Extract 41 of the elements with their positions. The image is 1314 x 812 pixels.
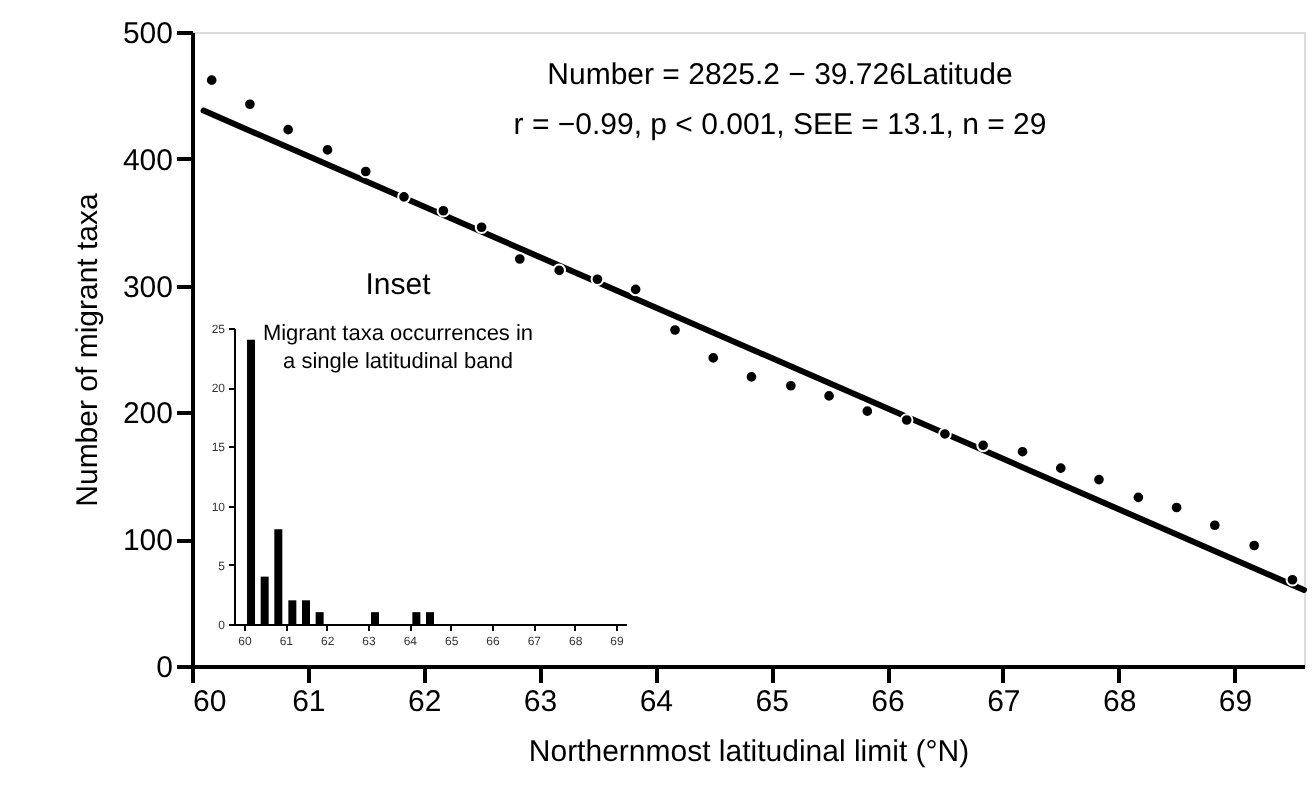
point <box>552 263 567 278</box>
y-tick-label: 300 <box>122 270 173 305</box>
x-tick-label: 64 <box>639 685 674 719</box>
y-tick-label: 500 <box>122 17 173 51</box>
point <box>976 438 990 453</box>
point <box>204 73 219 87</box>
x-tick-label: 62 <box>407 685 442 719</box>
x-tick-label: 69 <box>1218 685 1253 719</box>
y-tick-label: 400 <box>122 143 173 178</box>
x-tick-label: 68 <box>1102 685 1137 719</box>
annotation: r = −0.99, p < 0.001, SEE = 13.1, n = 29 <box>513 108 1047 142</box>
point <box>1131 490 1146 505</box>
point <box>744 370 759 384</box>
x-axis-title: Northernmost latitudinal limit (°N) <box>528 735 970 769</box>
x-tick-label: 60 <box>193 685 227 719</box>
x-tick-label: 63 <box>523 685 558 719</box>
point <box>320 143 335 157</box>
annotation: Number = 2825.2 − 39.726Latitude <box>547 58 1013 92</box>
y-tick-label: 200 <box>122 397 173 432</box>
point <box>281 122 295 137</box>
point <box>628 282 643 297</box>
point <box>397 190 411 204</box>
point <box>358 164 373 179</box>
x-tick-label: 67 <box>987 685 1021 719</box>
annotation: Migrant taxa occurrences in a single latitudinal band <box>262 322 534 374</box>
point <box>938 427 952 441</box>
point <box>899 413 914 427</box>
point <box>1092 472 1106 487</box>
point <box>860 404 875 418</box>
point <box>668 323 682 337</box>
point <box>590 272 605 287</box>
y-axis-title: Number of migrant taxa <box>70 191 105 507</box>
point <box>822 389 836 403</box>
x-tick-label: 66 <box>871 685 905 719</box>
y-tick-label: 100 <box>122 524 173 559</box>
x-tick-label: 65 <box>755 685 789 719</box>
point <box>1169 500 1184 515</box>
point <box>474 220 489 235</box>
x-tick-label: 61 <box>292 685 326 719</box>
annotation: Inset <box>365 268 433 302</box>
y-tick-label: 0 <box>156 651 173 685</box>
